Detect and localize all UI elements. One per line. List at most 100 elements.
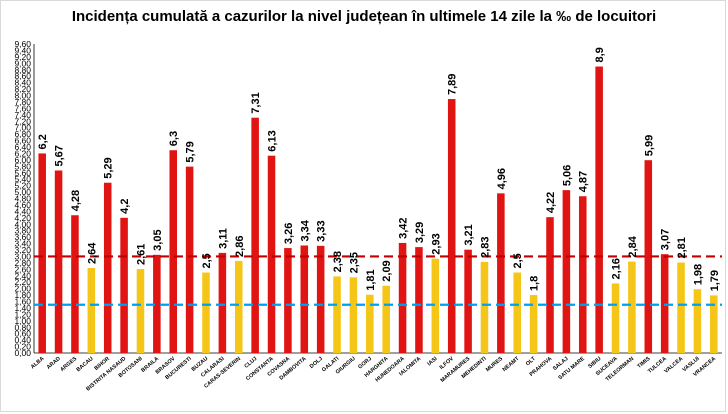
bar-salaj	[562, 190, 571, 353]
data-label: 2,84	[627, 235, 639, 257]
y-tick-label: 1,80	[14, 290, 31, 300]
x-tick-label: NEAMT	[502, 356, 521, 374]
y-tick-label: 4,00	[14, 219, 31, 229]
data-label: 3,21	[463, 224, 475, 245]
y-tick-label: 8,80	[14, 65, 31, 75]
y-tick-label: 1,60	[14, 297, 31, 307]
data-label: 2,16	[611, 258, 623, 279]
bar-arad	[54, 170, 63, 353]
data-label: 2,5	[512, 253, 524, 268]
y-tick-label: 6,00	[14, 155, 31, 165]
data-label: 5,79	[185, 141, 197, 162]
data-label: 2,64	[86, 242, 98, 264]
data-label: 2,83	[479, 236, 491, 257]
data-label: 1,98	[692, 264, 704, 285]
bar-neamt	[513, 272, 522, 353]
y-tick-label: 9,60	[14, 39, 31, 49]
bar-giurgiu	[349, 277, 358, 353]
y-tick-label: 0,40	[14, 335, 31, 345]
data-label: 2,86	[234, 236, 246, 257]
bar-olt	[529, 295, 538, 353]
data-label: 4,2	[119, 199, 131, 214]
bar-mures	[497, 193, 505, 353]
data-label: 7,31	[250, 92, 262, 113]
y-tick-label: 5,40	[14, 174, 31, 184]
y-tick-label: 7,60	[14, 103, 31, 113]
y-tick-label: 7,00	[14, 123, 31, 133]
data-label: 2,81	[676, 237, 688, 258]
x-tick-label: BACAU	[76, 356, 95, 373]
bar-timis	[644, 160, 653, 353]
y-tick-label: 2,40	[14, 271, 31, 281]
bar-caras-severin	[234, 260, 243, 353]
bar-prahova	[546, 217, 554, 353]
y-tick-label: 7,20	[14, 116, 31, 126]
bar-mehedinti	[480, 261, 489, 353]
bar-botosani	[136, 268, 145, 353]
data-label: 6,13	[267, 130, 279, 151]
y-tick-label: 4,60	[14, 200, 31, 210]
data-label: 5,29	[103, 157, 115, 178]
y-tick-label: 9,00	[14, 58, 31, 68]
y-tick-label: 5,20	[14, 181, 31, 191]
bar-vaslui	[693, 289, 702, 353]
bar-alba	[38, 153, 46, 353]
chart-title: Incidența cumulată a cazurilor la nivel …	[71, 8, 657, 25]
y-tick-label: 6,20	[14, 148, 31, 158]
y-tick-label: 4,20	[14, 213, 31, 223]
bar-bistrita-nasaud	[120, 217, 128, 353]
y-tick-label: 3,20	[14, 245, 31, 255]
y-tick-label: 3,80	[14, 226, 31, 236]
data-label: 7,89	[447, 74, 459, 95]
bar-iasi	[431, 258, 440, 353]
y-tick-label: 0,20	[14, 342, 31, 352]
y-tick-label: 1,00	[14, 316, 31, 326]
y-tick-label: 3,40	[14, 239, 31, 249]
data-label: 3,33	[316, 220, 328, 241]
bar-suceava	[611, 283, 620, 353]
data-label: 4,22	[545, 192, 557, 213]
y-tick-label: 9,40	[14, 45, 31, 55]
data-label: 3,34	[299, 219, 311, 241]
y-tick-label: 8,60	[14, 71, 31, 81]
data-label: 4,87	[578, 171, 590, 192]
bar-buzau	[202, 272, 210, 353]
y-tick-label: 4,80	[14, 194, 31, 204]
y-tick-label: 3,00	[14, 251, 31, 261]
y-tick-label: 8,00	[14, 91, 31, 101]
data-label: 3,26	[283, 223, 295, 244]
y-tick-label: 5,60	[14, 168, 31, 178]
bar-braila	[153, 254, 161, 353]
data-label: 2,5	[201, 253, 213, 268]
data-label: 3,11	[217, 228, 229, 249]
y-tick-label: 2,60	[14, 264, 31, 274]
bar-bihor	[103, 182, 112, 353]
data-label: 2,38	[332, 251, 344, 272]
bar-cluj	[251, 117, 259, 353]
data-label: 2,93	[430, 233, 442, 254]
y-tick-label: 0,80	[14, 322, 31, 332]
data-label: 4,28	[70, 190, 82, 211]
bar-hunedoara	[398, 242, 407, 353]
y-tick-label: 1,40	[14, 303, 31, 313]
y-tick-label: 1,20	[14, 309, 31, 319]
data-label: 8,9	[594, 47, 606, 62]
data-label: 2,09	[381, 260, 393, 281]
bar-calarasi	[218, 252, 227, 353]
bar-dambovita	[300, 245, 309, 353]
bar-ilfov	[447, 99, 456, 354]
y-tick-label: 3,60	[14, 232, 31, 242]
data-label: 3,07	[660, 229, 672, 250]
data-label: 1,8	[529, 276, 541, 291]
bar-covasna	[284, 248, 292, 353]
bar-gorj	[366, 294, 374, 353]
data-label: 3,29	[414, 222, 426, 243]
bar-dolj	[316, 245, 325, 353]
bar-tulcea	[660, 254, 669, 353]
y-tick-label: 7,80	[14, 97, 31, 107]
data-label: 2,61	[135, 244, 147, 265]
y-tick-label: 2,80	[14, 258, 31, 268]
data-label: 5,99	[643, 135, 655, 156]
data-label: 1,81	[365, 269, 377, 290]
